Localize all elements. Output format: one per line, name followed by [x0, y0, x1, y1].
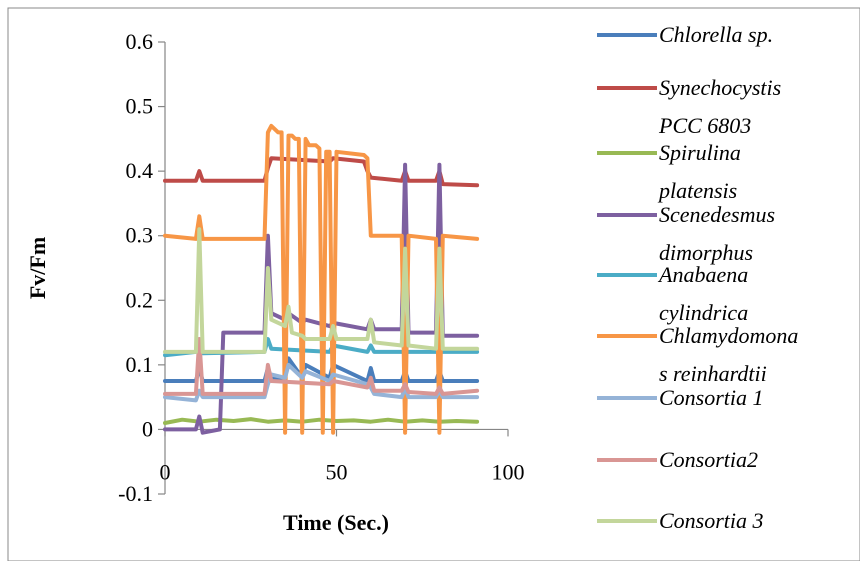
x-tick-label: 50	[326, 459, 348, 484]
x-tick-label: 100	[492, 459, 525, 484]
legend-label-2: Spirulina	[659, 140, 741, 165]
series-line-7	[163, 337, 480, 396]
legend-label-8: Consortia 3	[659, 508, 764, 533]
legend-label-6: Consortia 1	[659, 385, 764, 410]
legend-label-0: Chlorella sp.	[659, 22, 773, 47]
legend-label-1: PCC 6803	[658, 113, 751, 138]
legend-label-5: s reinhardtii	[659, 361, 767, 386]
tick-labels: -0.1 0 0.1 0.2 0.3 0.4 0.5 0.6 0 50 100	[118, 29, 524, 506]
y-tick-label: 0	[142, 416, 153, 441]
legend-label-3: Scenedesmus	[659, 202, 775, 227]
legend-label-2: platensis	[657, 178, 737, 203]
series-line-1	[163, 156, 480, 188]
y-tick-label: 0.2	[126, 287, 154, 312]
legend-label-7: Consortia2	[659, 447, 758, 472]
y-axis-title: Fv/Fm	[25, 237, 50, 299]
y-tick-label: 0.5	[126, 94, 154, 119]
legend-label-3: dimorphus	[659, 240, 753, 265]
legend-label-5: Chlamydomona	[659, 323, 798, 348]
y-tick-label: 0.6	[126, 29, 154, 54]
legend-label-4: Anabaena	[657, 262, 748, 287]
series-line-6	[163, 362, 480, 403]
series-line-8	[163, 227, 480, 354]
x-tick-label: 0	[160, 459, 171, 484]
x-axis-title: Time (Sec.)	[283, 510, 389, 535]
axes	[158, 41, 509, 495]
y-tick-label: -0.1	[118, 481, 153, 506]
y-tick-label: 0.1	[126, 352, 154, 377]
legend: Chlorella sp. Synechocystis PCC 6803Spirul…	[597, 22, 798, 533]
legend-label-4: cylindrica	[659, 300, 748, 325]
y-tick-label: 0.3	[126, 223, 154, 248]
series-line-2	[163, 417, 480, 425]
series-line-5	[163, 123, 480, 435]
legend-label-1: Synechocystis	[659, 75, 781, 100]
chart-border	[7, 7, 860, 562]
series-layer	[163, 123, 480, 435]
y-tick-label: 0.4	[126, 158, 154, 183]
